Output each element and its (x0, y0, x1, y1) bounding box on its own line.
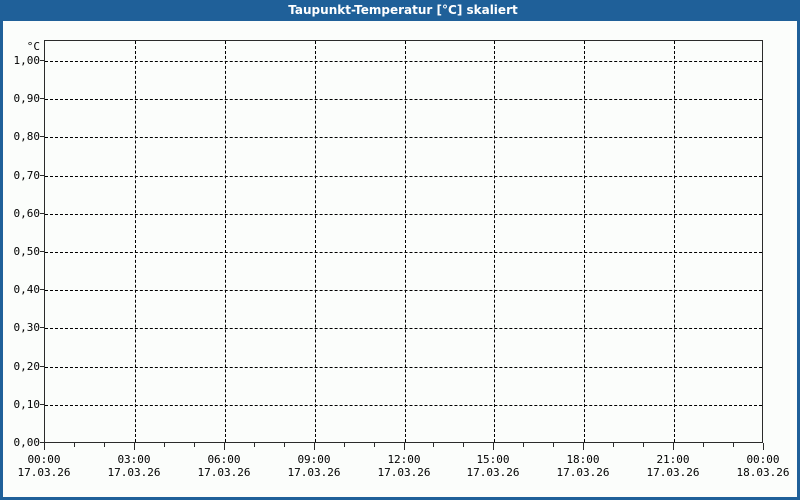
y-axis-tick (40, 98, 44, 100)
y-axis-tick-label: 0,60 (13, 206, 41, 220)
gridline-vertical (135, 41, 136, 442)
x-axis-tick-date: 17.03.26 (646, 466, 700, 479)
x-axis-tick-time: 15:00 (476, 453, 510, 466)
x-axis-tick-major (134, 443, 135, 450)
x-axis-tick-time: 12:00 (387, 453, 421, 466)
gridline-horizontal (45, 366, 762, 368)
page-title: Taupunkt-Temperatur [°C] skaliert (288, 3, 518, 17)
gridline-horizontal (45, 99, 762, 101)
y-axis-tick-label: 0,10 (13, 397, 41, 411)
x-axis-tick-label: 00:00 17.03.26 (4, 453, 84, 479)
y-axis-tick (40, 136, 44, 138)
x-axis-tick-date: 17.03.26 (107, 466, 161, 479)
x-axis-tick-date: 17.03.26 (377, 466, 431, 479)
x-axis-tick-major (493, 443, 494, 450)
x-axis-tick-label: 12:00 17.03.26 (364, 453, 444, 479)
gridline-vertical (405, 41, 406, 442)
y-axis-tick-label: 1,00 (13, 54, 41, 67)
y-axis-tick (40, 327, 44, 329)
gridline-horizontal (45, 252, 762, 253)
x-axis-tick-date: 17.03.26 (287, 466, 341, 479)
x-axis-tick-minor (104, 443, 105, 447)
gridline-vertical (674, 41, 675, 442)
x-axis-tick-label: 21:00 17.03.26 (633, 453, 713, 479)
y-axis-tick (40, 251, 44, 252)
y-axis-tick (40, 60, 44, 61)
y-axis-tick (40, 289, 44, 291)
x-axis-tick-minor (613, 443, 614, 447)
x-axis-tick-major (673, 443, 674, 450)
x-axis-tick-minor (254, 443, 255, 447)
window-title-bar: Taupunkt-Temperatur [°C] skaliert (3, 0, 797, 21)
x-axis-tick-time: 03:00 (117, 453, 151, 466)
x-axis-tick-minor (284, 443, 285, 447)
x-axis-tick-major (763, 443, 764, 450)
y-axis-tick (40, 442, 44, 443)
x-axis-tick-major (314, 443, 315, 450)
x-axis-tick-time: 06:00 (207, 453, 241, 466)
gridline-horizontal (45, 213, 762, 215)
x-axis-tick-minor (374, 443, 375, 447)
chart-canvas: °C 0,00 0,10 0,20 0,30 0,40 0,50 0,60 0,70 0,80 0… (3, 21, 797, 497)
plot-grid (45, 41, 762, 442)
y-axis-tick-label: 0,00 (13, 436, 41, 449)
x-axis-tick-time: 18:00 (566, 453, 600, 466)
x-axis-tick-major (583, 443, 584, 450)
x-axis-tick-major (44, 443, 45, 450)
x-axis-tick-major (404, 443, 405, 450)
gridline-vertical (225, 41, 226, 442)
x-axis-tick-minor (344, 443, 345, 447)
plot-area (44, 40, 763, 443)
x-axis-tick-label: 00:00 18.03.26 (723, 453, 797, 479)
y-axis-tick-label: 0,50 (13, 245, 41, 258)
x-axis-tick-time: 00:00 (27, 453, 61, 466)
x-axis-tick-minor (643, 443, 644, 447)
y-axis-tick-label: 0,20 (13, 359, 41, 373)
y-axis: °C 0,00 0,10 0,20 0,30 0,40 0,50 0,60 0,70 0,80 0… (3, 21, 41, 497)
x-axis-tick-label: 03:00 17.03.26 (94, 453, 174, 479)
x-axis-tick-minor (164, 443, 165, 447)
x-axis-tick-minor (703, 443, 704, 447)
x-axis-tick-date: 17.03.26 (197, 466, 251, 479)
x-axis-tick-date: 17.03.26 (556, 466, 610, 479)
x-axis-tick-label: 09:00 17.03.26 (274, 453, 354, 479)
x-axis-tick-time: 00:00 (746, 453, 780, 466)
y-axis-unit-label: °C (26, 40, 40, 53)
y-axis-tick (40, 174, 44, 176)
x-axis-tick-date: 18.03.26 (736, 466, 790, 479)
gridline-horizontal (45, 175, 762, 177)
y-axis-tick (40, 212, 44, 214)
gridline-vertical (584, 41, 585, 442)
y-axis-tick-label: 0,80 (13, 130, 41, 144)
x-axis-tick-minor (553, 443, 554, 447)
x-axis-tick-label: 06:00 17.03.26 (184, 453, 264, 479)
y-axis-tick-label: 0,30 (13, 321, 41, 335)
x-axis-tick-minor (194, 443, 195, 447)
y-axis-tick-label: 0,40 (13, 283, 41, 297)
gridline-horizontal (45, 328, 762, 330)
x-axis-tick-label: 15:00 17.03.26 (453, 453, 533, 479)
x-axis-tick-minor (733, 443, 734, 447)
x-axis-tick-minor (463, 443, 464, 447)
x-axis-tick-label: 18:00 17.03.26 (543, 453, 623, 479)
y-axis-tick-label: 0,90 (13, 92, 41, 106)
y-axis-tick (40, 365, 44, 367)
x-axis-tick-time: 09:00 (297, 453, 331, 466)
y-axis-tick-label: 0,70 (13, 168, 41, 182)
gridline-horizontal (45, 137, 762, 139)
x-axis-tick-minor (74, 443, 75, 447)
y-axis-tick (40, 403, 44, 405)
x-axis-tick-time: 21:00 (656, 453, 690, 466)
gridline-horizontal (45, 404, 762, 406)
gridline-horizontal (45, 61, 762, 62)
gridline-vertical (494, 41, 495, 442)
x-axis-tick-major (224, 443, 225, 450)
x-axis-tick-minor (433, 443, 434, 447)
x-axis-tick-minor (523, 443, 524, 447)
x-axis-tick-date: 17.03.26 (466, 466, 520, 479)
gridline-vertical (315, 41, 316, 442)
gridline-horizontal (45, 290, 762, 292)
x-axis-tick-date: 17.03.26 (17, 466, 71, 479)
